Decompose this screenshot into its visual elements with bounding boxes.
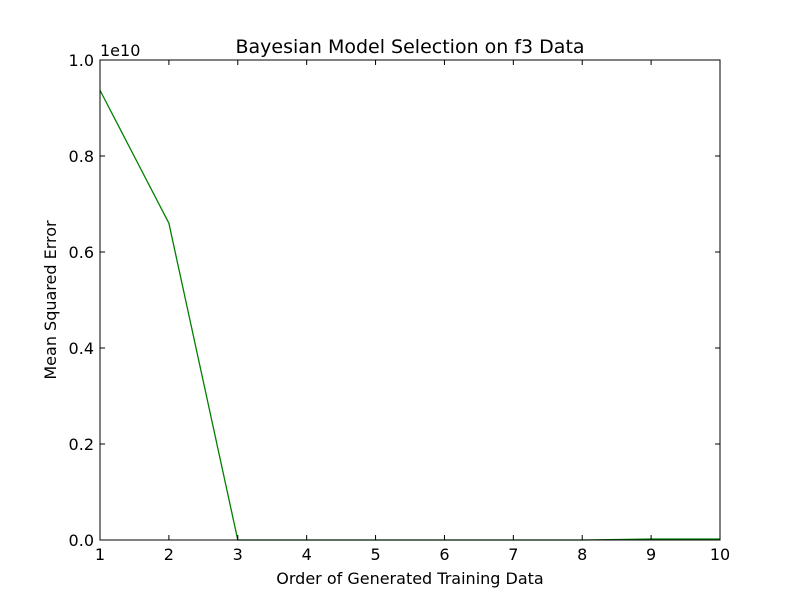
- y-tick-label: 0.4: [69, 339, 94, 358]
- plot-area: 1 2 3 4 5 6 7 8 9 10 0.0 0.2 0.4 0.6 0.8 1.0: [69, 51, 731, 564]
- y-tick-label: 0.0: [69, 531, 94, 550]
- x-tick-label: 2: [164, 545, 174, 564]
- x-tick-label: 8: [577, 545, 587, 564]
- x-tick-label: 9: [646, 545, 656, 564]
- y-tick-label: 0.6: [69, 243, 94, 262]
- x-tick-label: 4: [302, 545, 312, 564]
- y-tick-label: 0.8: [69, 147, 94, 166]
- x-axis-label: Order of Generated Training Data: [276, 569, 543, 588]
- axes-frame: [99, 59, 721, 541]
- x-tick-label: 1: [95, 545, 105, 564]
- x-tick-label: 10: [710, 545, 730, 564]
- x-tick-label: 3: [233, 545, 243, 564]
- y-tick-label: 1.0: [69, 51, 94, 70]
- y-axis-label: Mean Squared Error: [41, 220, 60, 380]
- x-tick-label: 6: [439, 545, 449, 564]
- chart-title: Bayesian Model Selection on f3 Data: [235, 36, 584, 58]
- x-tick-label: 5: [370, 545, 380, 564]
- y-offset-label: 1e10: [100, 41, 140, 60]
- y-tick-label: 0.2: [69, 435, 94, 454]
- x-tick-label: 7: [508, 545, 518, 564]
